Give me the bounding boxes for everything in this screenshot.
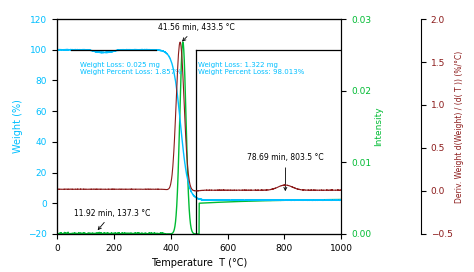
Text: 41.56 min, 433.5 °C: 41.56 min, 433.5 °C: [158, 23, 235, 41]
X-axis label: Temperature  T (°C): Temperature T (°C): [151, 258, 247, 268]
Y-axis label: Weight (%): Weight (%): [13, 100, 23, 153]
Text: 11.92 min, 137.3 °C: 11.92 min, 137.3 °C: [74, 209, 150, 230]
Text: Weight Loss: 1.322 mg
Weight Percent Loss: 98.013%: Weight Loss: 1.322 mg Weight Percent Los…: [198, 62, 304, 75]
Y-axis label: Intensity: Intensity: [374, 107, 383, 146]
Text: Weight Loss: 0.025 mg
Weight Percent Loss: 1.857%: Weight Loss: 0.025 mg Weight Percent Los…: [81, 62, 182, 75]
Y-axis label: Deriv. Weight d(Weight) / (d( T )) (%/°C): Deriv. Weight d(Weight) / (d( T )) (%/°C…: [456, 50, 465, 203]
Text: 78.69 min, 803.5 °C: 78.69 min, 803.5 °C: [247, 153, 324, 190]
